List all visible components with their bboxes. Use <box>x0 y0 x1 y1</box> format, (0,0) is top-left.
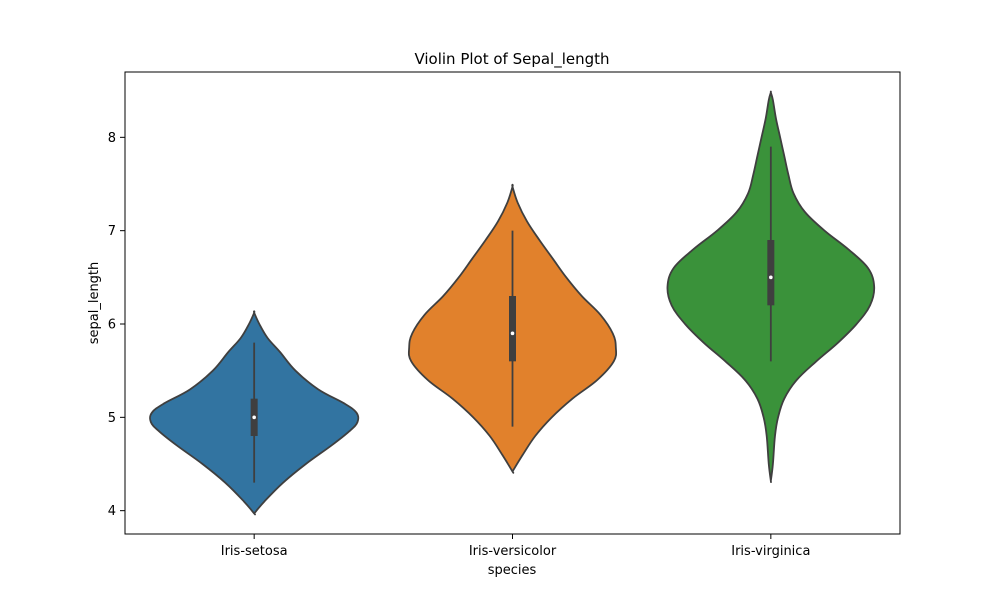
median-point <box>769 275 773 280</box>
iqr-box <box>509 296 516 362</box>
y-tick-label: 8 <box>108 131 116 146</box>
y-tick-label: 5 <box>108 411 116 426</box>
median-point <box>252 415 256 420</box>
y-tick-label: 4 <box>108 504 116 519</box>
violin-Iris-setosa <box>149 310 360 516</box>
x-tick-label: Iris-setosa <box>221 544 288 559</box>
y-axis-title: sepal_length <box>87 262 102 345</box>
y-tick-label: 7 <box>108 224 116 239</box>
x-axis-title: species <box>488 563 537 578</box>
x-tick-label: Iris-versicolor <box>469 544 557 559</box>
axes: Iris-setosa Iris-versicolor Iris-virginica… <box>108 131 811 559</box>
y-tick-label: 6 <box>108 318 116 333</box>
plot-area <box>149 90 876 516</box>
median-point <box>510 331 515 336</box>
violin-Iris-virginica <box>666 90 876 484</box>
violin-Iris-versicolor <box>407 183 618 474</box>
iqr-box <box>767 240 775 306</box>
x-tick-label: Iris-virginica <box>731 544 810 559</box>
chart-title: Violin Plot of Sepal_length <box>414 50 609 69</box>
